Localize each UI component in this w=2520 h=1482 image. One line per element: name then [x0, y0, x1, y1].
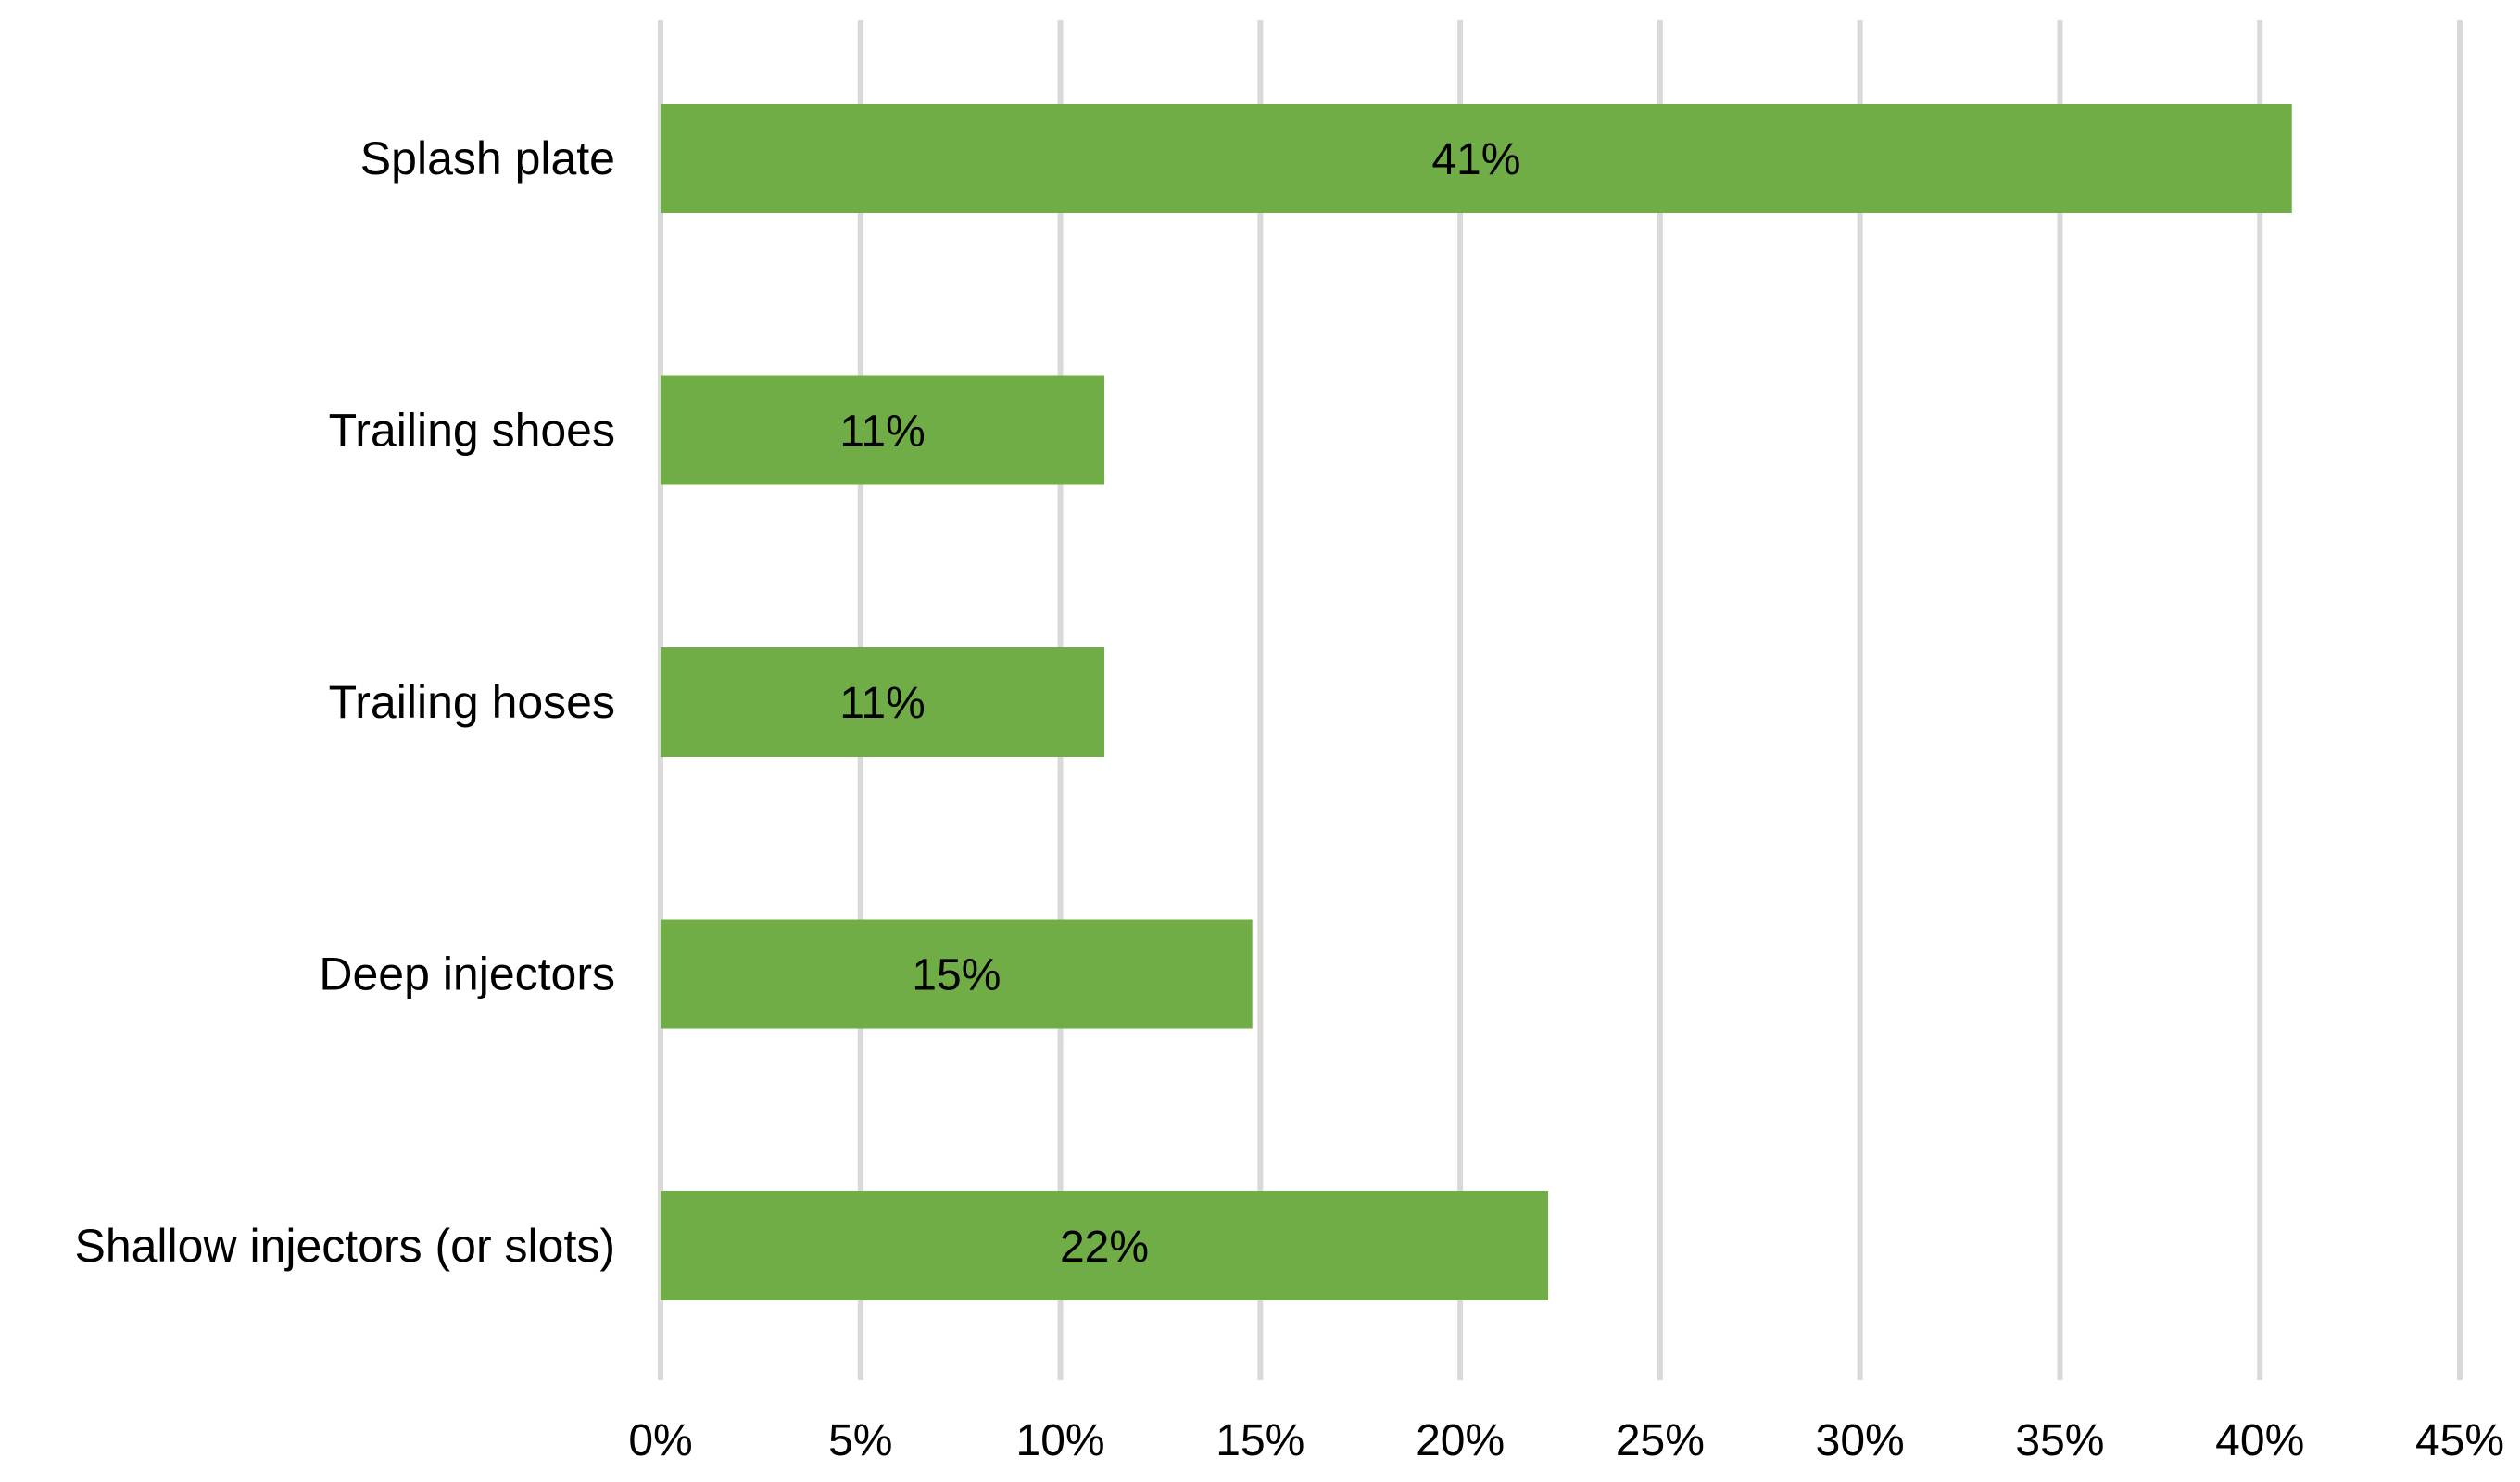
data-label: 15%: [912, 951, 1001, 1000]
x-tick-label: 15%: [1216, 1416, 1304, 1465]
bar: [661, 647, 1105, 757]
data-label: 22%: [1060, 1223, 1149, 1272]
bar: [661, 375, 1105, 485]
category-label: Trailing shoes: [329, 405, 615, 457]
category-labels: Splash plate Trailing shoes Trailing hoses…: [74, 132, 615, 1272]
category-label: Shallow injectors (or slots): [74, 1220, 615, 1272]
data-labels: 41% 11% 11% 15% 22%: [839, 135, 1520, 1272]
x-tick-label: 30%: [1816, 1416, 1905, 1465]
bar: [661, 919, 1253, 1029]
x-tick-label: 40%: [2215, 1416, 2304, 1465]
category-label: Splash plate: [360, 132, 615, 184]
x-tick-label: 35%: [2015, 1416, 2104, 1465]
category-label: Deep injectors: [319, 948, 615, 1000]
x-tick-label: 0%: [628, 1416, 692, 1465]
x-axis-tick-labels: 0% 5% 10% 15% 20% 25% 30% 35% 40% 45%: [628, 1416, 2504, 1465]
x-tick-label: 20%: [1416, 1416, 1505, 1465]
bar: [661, 104, 2292, 213]
x-tick-label: 5%: [828, 1416, 892, 1465]
gridlines: [658, 20, 2463, 1380]
data-label: 11%: [839, 679, 926, 728]
x-tick-label: 45%: [2415, 1416, 2504, 1465]
x-tick-label: 25%: [1616, 1416, 1705, 1465]
x-tick-label: 10%: [1016, 1416, 1105, 1465]
data-label: 11%: [839, 408, 926, 457]
category-label: Trailing hoses: [329, 676, 615, 728]
data-label: 41%: [1431, 135, 1520, 184]
bars: [661, 104, 2292, 1300]
bar: [661, 1191, 1549, 1300]
